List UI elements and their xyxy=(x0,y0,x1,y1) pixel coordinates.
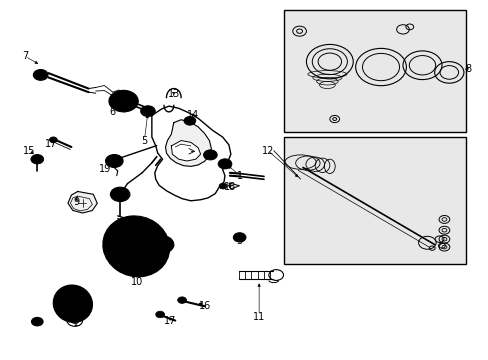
Circle shape xyxy=(105,154,123,167)
Text: 14: 14 xyxy=(187,111,199,121)
Circle shape xyxy=(218,159,231,169)
Circle shape xyxy=(31,154,43,164)
Text: 1: 1 xyxy=(236,171,242,181)
Text: 3: 3 xyxy=(34,319,40,328)
Ellipse shape xyxy=(53,285,92,322)
Polygon shape xyxy=(165,120,211,166)
Text: 11: 11 xyxy=(252,312,264,322)
Circle shape xyxy=(110,187,130,202)
Text: 17: 17 xyxy=(164,316,176,325)
Circle shape xyxy=(49,137,57,143)
Text: 6: 6 xyxy=(110,107,116,117)
Bar xyxy=(283,10,466,132)
Circle shape xyxy=(109,90,138,112)
Text: 7: 7 xyxy=(22,51,28,61)
Ellipse shape xyxy=(102,216,169,277)
Text: 2: 2 xyxy=(73,319,79,328)
Circle shape xyxy=(219,183,226,189)
Polygon shape xyxy=(228,183,239,189)
Text: 8: 8 xyxy=(465,64,471,74)
Circle shape xyxy=(149,235,173,253)
Text: 16: 16 xyxy=(199,301,211,311)
Bar xyxy=(283,137,466,264)
Text: 5: 5 xyxy=(236,236,242,246)
Circle shape xyxy=(156,311,164,318)
Circle shape xyxy=(183,117,195,125)
Circle shape xyxy=(141,106,155,117)
Text: 19: 19 xyxy=(99,164,111,174)
Circle shape xyxy=(177,297,186,303)
Circle shape xyxy=(233,233,245,242)
Text: 12: 12 xyxy=(261,145,274,156)
Circle shape xyxy=(33,69,48,80)
Text: 15: 15 xyxy=(23,146,35,156)
Polygon shape xyxy=(68,192,97,213)
Text: 17: 17 xyxy=(44,139,57,149)
Circle shape xyxy=(31,318,43,326)
Text: 10: 10 xyxy=(131,277,143,287)
Text: 4: 4 xyxy=(207,152,213,162)
Circle shape xyxy=(203,150,217,160)
Polygon shape xyxy=(152,106,230,201)
Text: 13: 13 xyxy=(167,89,180,99)
Text: 5: 5 xyxy=(141,136,147,145)
Polygon shape xyxy=(171,140,200,161)
Text: 9: 9 xyxy=(73,197,79,207)
Text: 18: 18 xyxy=(224,182,236,192)
